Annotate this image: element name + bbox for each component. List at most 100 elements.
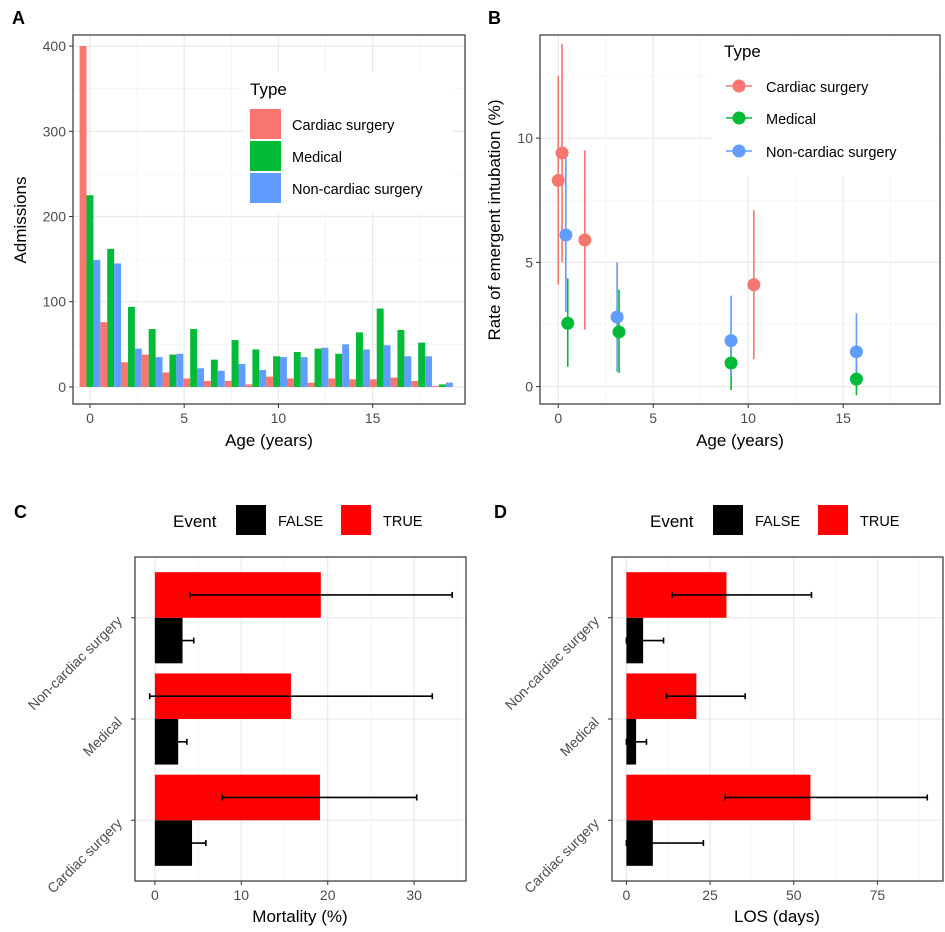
bar: [349, 379, 357, 387]
bar: [93, 259, 101, 387]
x-tick-label: 0: [86, 410, 94, 426]
bar: [307, 382, 315, 387]
bar: [148, 329, 156, 387]
legend-a: Type Cardiac surgery Medical Non-cardiac…: [243, 72, 453, 212]
y-tick-label: Cardiac surgery: [44, 815, 125, 896]
bar: [376, 308, 384, 387]
legend-key-medical: [732, 111, 746, 125]
bar: [356, 332, 363, 387]
x-tick-label: 10: [271, 410, 287, 426]
bar: [273, 356, 280, 387]
data-point: [612, 325, 626, 339]
bar: [432, 386, 439, 387]
y-tick-label: Medical: [80, 714, 125, 759]
bar: [86, 195, 94, 387]
bar: [411, 380, 419, 387]
legend-label: Cardiac surgery: [766, 80, 869, 96]
data-point: [555, 146, 569, 160]
bar: [342, 344, 350, 387]
bar: [397, 329, 405, 387]
legend-label: Cardiac surgery: [292, 118, 395, 134]
data-point: [849, 345, 863, 359]
legend-key-true: [341, 505, 371, 535]
legend-label: FALSE: [755, 514, 800, 530]
x-tick-label: 30: [406, 887, 422, 903]
x-axis-title-a: Age (years): [225, 431, 313, 450]
bar: [114, 263, 122, 387]
bar: [169, 354, 177, 387]
data-point: [561, 316, 575, 330]
bar: [107, 248, 115, 387]
panel-c-plot: 0 10 20 30 Cardiac surgery MedicalNon-cardiac…: [25, 556, 467, 903]
data-point: [610, 310, 624, 324]
bar: [238, 363, 246, 387]
legend-c: Event FALSE TRUE: [173, 505, 423, 535]
y-tick-label: 0: [525, 379, 533, 395]
y-tick-label: 0: [58, 379, 66, 395]
bar: [266, 376, 274, 387]
x-tick-label: 25: [702, 887, 718, 903]
bar: [183, 378, 191, 387]
x-axis-title-c: Mortality (%): [252, 907, 347, 926]
legend-key-true: [818, 505, 848, 535]
bar: [155, 357, 163, 387]
legend-title: Type: [724, 42, 761, 61]
bar: [210, 359, 218, 387]
panel-label-b: B: [488, 8, 501, 28]
x-axis-title-d: LOS (days): [734, 907, 820, 926]
bar: [197, 368, 204, 387]
bar: [383, 345, 391, 387]
y-axis-title-b: Rate of emergent intubation (%): [485, 100, 504, 341]
panel-border: [611, 556, 944, 882]
legend-key-medical: [250, 141, 281, 171]
bar: [79, 46, 87, 387]
bar: [321, 347, 329, 387]
bar: [127, 306, 135, 387]
bar: [445, 382, 453, 387]
x-tick-label: 0: [554, 410, 562, 426]
legend-d: Event FALSE TRUE: [650, 505, 900, 535]
x-tick-label: 75: [870, 887, 886, 903]
bar: [300, 357, 308, 387]
bar: [335, 353, 343, 387]
x-tick-label: 15: [365, 410, 381, 426]
bar: [390, 377, 398, 387]
legend-label: TRUE: [383, 514, 423, 530]
bar: [404, 356, 412, 387]
bar: [224, 380, 232, 387]
bar: [259, 369, 267, 387]
legend-key-noncardiac: [250, 173, 281, 203]
x-tick-label: 50: [786, 887, 802, 903]
bar: [369, 379, 377, 387]
y-tick-label: Cardiac surgery: [521, 815, 602, 896]
x-tick-label: 0: [622, 887, 630, 903]
bar: [190, 329, 198, 387]
bar: [362, 349, 370, 387]
y-tick-label: 100: [43, 294, 67, 310]
panel-label-a: A: [12, 8, 25, 28]
x-tick-label: 20: [320, 887, 336, 903]
bar: [203, 380, 211, 387]
y-tick-label: Medical: [557, 714, 602, 759]
y-tick-label: 300: [43, 123, 67, 139]
bar: [252, 349, 260, 387]
legend-key-noncardiac: [732, 144, 746, 158]
legend-title: Type: [250, 80, 287, 99]
y-tick-label: Non-cardiac surgery: [25, 613, 125, 713]
bar: [100, 322, 108, 387]
legend-b: Type Cardiac surgery Medical Non-cardiac…: [712, 36, 938, 176]
bar: [134, 348, 142, 387]
panel-d-plot: 0 25 50 75 Cardiac surgery MedicalNon-cardiac…: [502, 556, 944, 903]
legend-label: Medical: [292, 150, 342, 166]
legend-label: Medical: [766, 112, 816, 128]
legend-key-cardiac: [250, 109, 281, 139]
bar: [293, 352, 301, 387]
panel-border: [539, 34, 941, 405]
bar: [162, 372, 170, 387]
x-tick-label: 10: [740, 410, 756, 426]
bar: [438, 384, 446, 387]
y-axis-title-a: Admissions: [11, 177, 30, 264]
x-tick-label: 15: [835, 410, 851, 426]
panel-label-c: C: [14, 502, 27, 522]
